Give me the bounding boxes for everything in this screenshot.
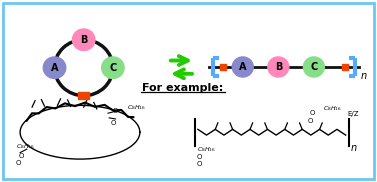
- Bar: [78, 92, 89, 99]
- Text: O: O: [15, 160, 21, 166]
- Text: O: O: [113, 108, 118, 114]
- Bar: [220, 64, 226, 70]
- Text: O: O: [196, 161, 202, 167]
- Text: B: B: [80, 35, 87, 45]
- Text: n: n: [361, 71, 367, 81]
- Text: O: O: [309, 110, 315, 116]
- Text: $C_8H_{16}$: $C_8H_{16}$: [197, 145, 216, 154]
- Circle shape: [268, 57, 289, 77]
- Bar: [342, 64, 348, 70]
- Text: O: O: [18, 153, 23, 159]
- Circle shape: [102, 57, 124, 78]
- Text: For example:: For example:: [142, 84, 224, 94]
- Circle shape: [303, 57, 324, 77]
- Text: A: A: [239, 62, 247, 72]
- Circle shape: [43, 57, 66, 78]
- Text: A: A: [51, 63, 58, 73]
- Text: C: C: [109, 63, 116, 73]
- Circle shape: [72, 29, 95, 50]
- Text: n: n: [350, 143, 356, 153]
- Text: $C_8H_{16}$: $C_8H_{16}$: [15, 142, 35, 151]
- Circle shape: [232, 57, 253, 77]
- Text: E/Z: E/Z: [348, 111, 359, 117]
- Text: O: O: [307, 118, 313, 124]
- Text: B: B: [274, 62, 282, 72]
- Text: $C_8H_{16}$: $C_8H_{16}$: [323, 104, 342, 113]
- Text: C: C: [310, 62, 317, 72]
- Text: $C_8H_{16}$: $C_8H_{16}$: [127, 103, 146, 112]
- Text: O: O: [197, 154, 202, 160]
- Text: O: O: [111, 120, 116, 126]
